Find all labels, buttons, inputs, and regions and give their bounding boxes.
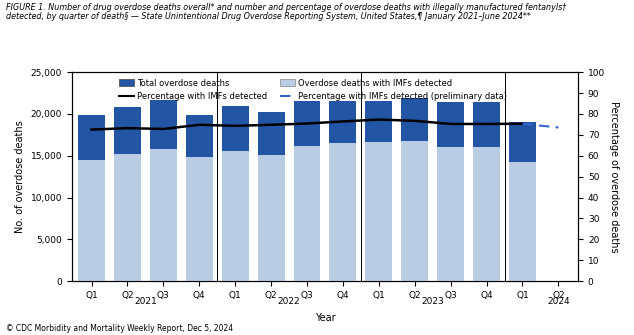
Bar xyxy=(222,151,249,281)
Bar xyxy=(150,149,177,281)
Text: 2021: 2021 xyxy=(134,297,157,306)
Bar xyxy=(257,155,285,281)
Text: 2023: 2023 xyxy=(422,297,444,306)
Text: detected, by quarter of death§ — State Unintentional Drug Overdose Reporting Sys: detected, by quarter of death§ — State U… xyxy=(6,12,531,21)
Bar xyxy=(330,100,356,281)
Bar xyxy=(114,107,141,281)
Bar xyxy=(186,115,213,281)
Bar xyxy=(150,100,177,281)
Bar xyxy=(473,146,500,281)
Text: 2024: 2024 xyxy=(547,297,570,306)
Text: © CDC Morbidity and Mortality Weekly Report, Dec 5, 2024: © CDC Morbidity and Mortality Weekly Rep… xyxy=(6,324,233,333)
Y-axis label: Percentage of overdose deaths: Percentage of overdose deaths xyxy=(609,101,619,253)
Bar xyxy=(401,98,428,281)
Bar xyxy=(473,102,500,281)
Legend: Total overdose deaths, Percentage with IMFs detected, Overdose deaths with IMFs : Total overdose deaths, Percentage with I… xyxy=(117,76,510,104)
Text: Year: Year xyxy=(314,313,335,323)
Bar xyxy=(365,100,392,281)
Bar xyxy=(401,141,428,281)
Bar xyxy=(437,146,464,281)
Text: 2022: 2022 xyxy=(278,297,301,306)
Text: FIGURE 1. Number of drug overdose deaths overall* and number and percentage of o: FIGURE 1. Number of drug overdose deaths… xyxy=(6,3,567,12)
Bar xyxy=(437,102,464,281)
Bar xyxy=(365,141,392,281)
Bar xyxy=(78,160,105,281)
Bar xyxy=(294,146,320,281)
Bar xyxy=(509,161,536,281)
Bar xyxy=(114,154,141,281)
Bar xyxy=(294,102,320,281)
Bar xyxy=(257,112,285,281)
Bar xyxy=(186,156,213,281)
Bar xyxy=(222,106,249,281)
Y-axis label: No. of overdose deaths: No. of overdose deaths xyxy=(15,120,25,233)
Bar xyxy=(330,143,356,281)
Bar xyxy=(509,122,536,281)
Bar xyxy=(78,115,105,281)
